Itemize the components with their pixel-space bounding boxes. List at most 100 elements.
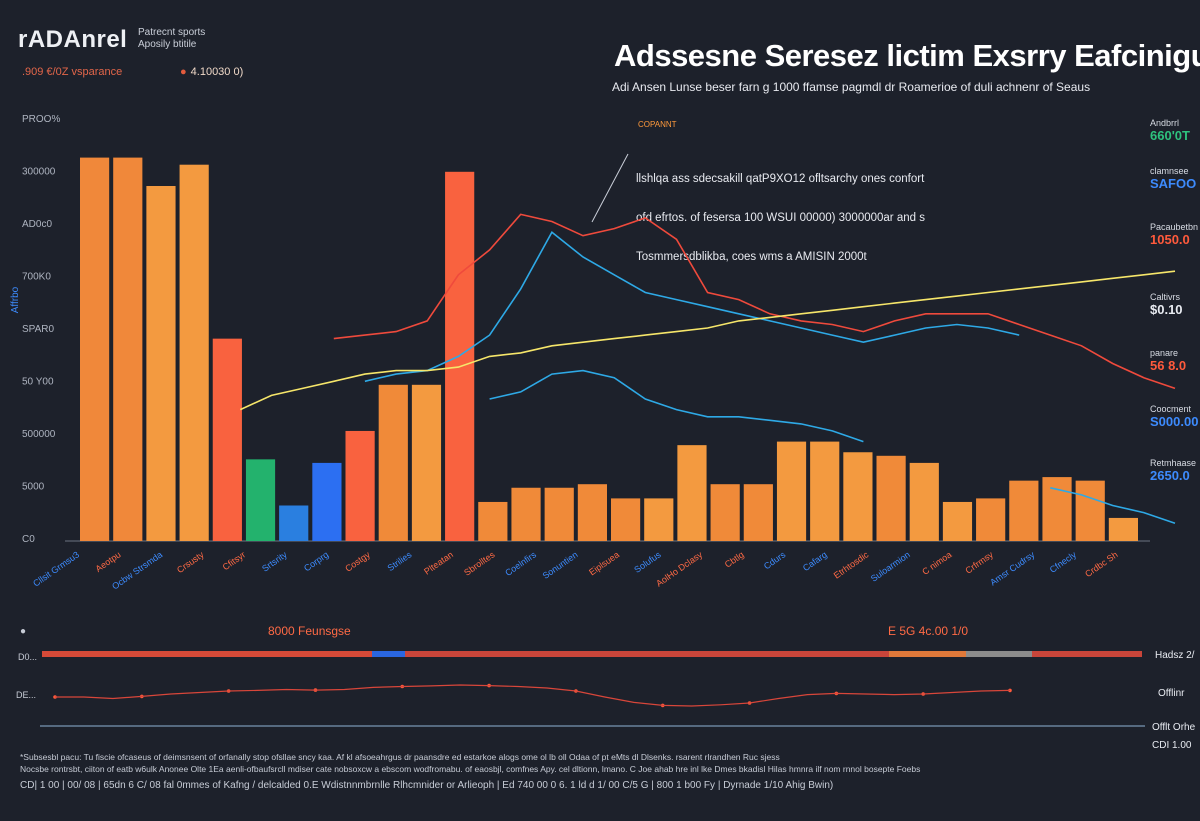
- bar[interactable]: [710, 484, 740, 541]
- timeline-segment: [1032, 651, 1142, 657]
- x-tick-label: Eiplsuea: [587, 549, 621, 577]
- timeline-segment: [889, 651, 966, 657]
- footer-line: CD| 1 00 | 00/ 08 | 65dn 6 C/ 08 fal 0mm…: [20, 780, 834, 791]
- series-line: [239, 270, 1176, 411]
- bar[interactable]: [976, 498, 1006, 541]
- x-tick-label: Cfnecly: [1048, 549, 1079, 575]
- bar[interactable]: [577, 484, 607, 541]
- bar[interactable]: [478, 501, 508, 541]
- bar[interactable]: [611, 498, 641, 541]
- side-item-label: clamnsee: [1150, 166, 1189, 176]
- x-tick-label: Solufus: [632, 549, 663, 575]
- bar[interactable]: [212, 338, 242, 541]
- bar[interactable]: [245, 459, 276, 541]
- mini-row1-label: Hadsz 2/: [1155, 650, 1195, 661]
- x-tick-label: Cllsit Grmsu3: [31, 549, 81, 588]
- bar[interactable]: [1042, 477, 1072, 541]
- side-item[interactable]: clamnsee SAFOO: [1150, 166, 1200, 191]
- timeline-bar: [42, 651, 1142, 657]
- y-tick-label: 500000: [22, 429, 56, 440]
- series-line: [333, 213, 1176, 390]
- bar[interactable]: [810, 441, 840, 541]
- bar[interactable]: [511, 487, 541, 541]
- mini-y-tick: D0...: [18, 652, 37, 662]
- bar[interactable]: [644, 498, 674, 541]
- bar[interactable]: [279, 505, 309, 542]
- x-tick-label: Srtsrity: [260, 549, 289, 574]
- side-item-value: 2650.0: [1150, 468, 1190, 483]
- annotation-line: ofd efrtos. of fesersa 100 WSUI 00000) 3…: [636, 212, 925, 224]
- bar[interactable]: [1075, 480, 1105, 541]
- bar[interactable]: [411, 384, 442, 541]
- x-tick-label: Corprg: [302, 549, 330, 573]
- main-chart: PROO% 300000 AD0c0 700K0 SPAR0 50 Y00 500000 50…: [10, 114, 1176, 591]
- timeline-segment: [42, 651, 372, 657]
- bar[interactable]: [909, 462, 939, 541]
- x-tick-label: Suloarmion: [869, 549, 912, 583]
- annotation-line: llshlqa ass sdecsakill qatP9XO12 ofltsar…: [636, 173, 925, 185]
- trend-point: [1008, 688, 1012, 693]
- y-tick-label: 700K0: [22, 272, 51, 283]
- side-item-value: SAFOO: [1150, 176, 1197, 191]
- x-tick-label: Costgy: [343, 549, 372, 574]
- bar[interactable]: [1009, 480, 1039, 541]
- x-tick-label: Sbrolltes: [462, 549, 497, 578]
- x-tick-label: Cafarg: [801, 549, 829, 573]
- y-tick-label: 5000: [22, 482, 45, 493]
- kpi-right-value: 4.10030 0): [190, 66, 244, 78]
- kpi-left: .909 €/0Z vsparance: [22, 66, 123, 78]
- annotation-leader: [591, 153, 629, 223]
- side-item[interactable]: panare 56 8.0: [1150, 348, 1200, 373]
- bar[interactable]: [113, 157, 143, 541]
- bar[interactable]: [80, 157, 110, 541]
- annotation-line: Tosmmersdblikba, coes wms a AMISIN 2000t: [636, 251, 867, 263]
- y-axis: PROO% 300000 AD0c0 700K0 SPAR0 50 Y00 500000 50…: [22, 114, 60, 545]
- side-item[interactable]: Coocment S000.00: [1150, 404, 1200, 429]
- bar[interactable]: [942, 501, 973, 541]
- y-tick-label: C0: [22, 534, 35, 545]
- bar[interactable]: [544, 487, 574, 541]
- side-item[interactable]: Andbrrl 660'0T: [1150, 118, 1200, 143]
- side-item-value: S000.00: [1150, 414, 1199, 429]
- timeline-segment: [405, 651, 889, 657]
- x-tick-label: Etrhtosdic: [832, 549, 871, 580]
- mini-chart: D0... DE...: [16, 651, 1145, 727]
- footer-line: *Subsesbl pacu: Tu fiscie ofcaseus of de…: [20, 752, 780, 762]
- y-tick-label: SPAR0: [22, 324, 54, 335]
- x-tick-label: Amsr Cudrsy: [988, 549, 1037, 587]
- side-item[interactable]: Pacaubetbn 1050.0: [1150, 222, 1200, 247]
- x-tick-label: Aeotpu: [94, 549, 123, 574]
- timeline-segment: [372, 651, 405, 657]
- bar[interactable]: [378, 384, 408, 541]
- bar[interactable]: [677, 445, 707, 541]
- series-line: [364, 230, 1020, 383]
- x-tick-label: C nimoa: [920, 549, 953, 576]
- bar[interactable]: [743, 484, 773, 541]
- bar[interactable]: [843, 452, 873, 541]
- x-tick-label: Sonuntien: [541, 549, 580, 580]
- bar[interactable]: [312, 462, 342, 541]
- x-tick-label: Cfitsyr: [221, 549, 248, 572]
- bar[interactable]: [345, 430, 375, 541]
- series-line: [489, 369, 864, 443]
- x-tick-label: Cbtlg: [723, 549, 746, 569]
- bar[interactable]: [179, 164, 209, 541]
- side-item[interactable]: Caltivrs $0.10: [1150, 292, 1200, 317]
- side-item-value: 56 8.0: [1150, 358, 1187, 373]
- side-item[interactable]: Retmhaase 2650.0: [1150, 458, 1200, 483]
- bar[interactable]: [1108, 517, 1138, 541]
- trend-line: [53, 683, 1012, 708]
- chart-title: Adssesne Seresez lictim Exsrry Eafcinigu: [614, 38, 1200, 73]
- x-tick-label: Crfrmsy: [963, 549, 995, 576]
- side-item-label: Andbrrl: [1150, 118, 1180, 128]
- brand-name: rADAnrel: [18, 26, 128, 53]
- mini-row4-label: CDI 1.00: [1152, 740, 1192, 751]
- bar[interactable]: [146, 186, 176, 541]
- mini-right-label: E 5G 4c.00 1/0: [888, 624, 969, 638]
- mini-left-label: 8000 Feunsgse: [268, 624, 351, 638]
- bar[interactable]: [876, 455, 906, 541]
- bar[interactable]: [776, 441, 807, 541]
- x-tick-label: Crdbc Sh: [1083, 549, 1119, 579]
- side-item-label: panare: [1150, 348, 1179, 358]
